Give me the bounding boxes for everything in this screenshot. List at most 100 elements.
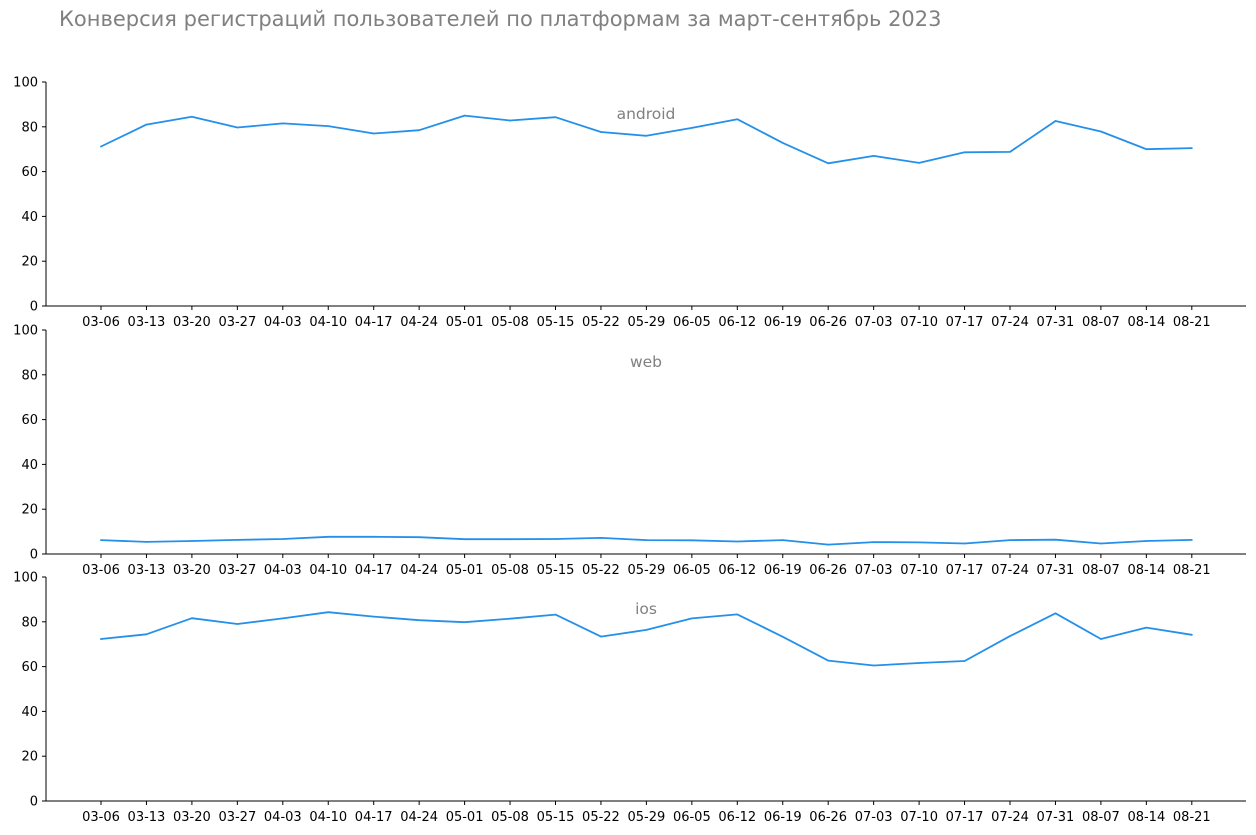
data-point	[509, 538, 511, 541]
x-tick-label: 04-03	[264, 810, 302, 825]
x-tick-label: 05-22	[582, 315, 620, 330]
data-point	[372, 535, 375, 538]
data-point	[1009, 635, 1011, 637]
x-tick-label: 08-07	[1082, 810, 1120, 825]
x-tick-label: 05-15	[537, 563, 575, 578]
data-point	[236, 623, 239, 625]
data-point	[645, 539, 648, 541]
chart-title: Конверсия регистраций пользователей по п…	[59, 7, 942, 31]
x-tick-label: 07-10	[900, 315, 938, 330]
x-tick-label: 03-06	[82, 810, 120, 825]
data-point	[736, 613, 739, 616]
x-tick-label: 08-07	[1082, 563, 1120, 578]
data-point	[191, 617, 193, 620]
data-point	[1100, 542, 1102, 545]
x-tick-label: 05-08	[491, 315, 529, 330]
data-point	[327, 535, 330, 538]
y-tick-label: 100	[13, 571, 38, 586]
data-point	[191, 115, 193, 118]
x-tick-label: 04-17	[355, 563, 393, 578]
x-tick-label: 03-20	[173, 810, 211, 825]
data-point	[781, 142, 784, 144]
panel-title-ios: ios	[635, 600, 657, 618]
data-point	[463, 538, 466, 541]
x-tick-label: 03-13	[128, 315, 166, 330]
data-point	[236, 539, 239, 541]
x-tick-label: 04-10	[309, 315, 347, 330]
x-tick-label: 08-21	[1173, 563, 1211, 578]
y-tick-label: 0	[30, 300, 38, 315]
x-tick-label: 03-20	[173, 315, 211, 330]
x-tick-label: 05-01	[446, 810, 484, 825]
data-point	[327, 611, 330, 613]
y-tick-label: 80	[21, 615, 38, 630]
data-point	[145, 541, 148, 543]
data-point	[372, 615, 375, 618]
x-tick-label: 03-20	[173, 563, 211, 578]
data-point	[1054, 538, 1057, 541]
x-tick-label: 07-10	[900, 810, 938, 825]
y-tick-label: 100	[13, 324, 38, 339]
y-tick-label: 80	[21, 368, 38, 383]
data-point	[191, 540, 193, 542]
y-tick-label: 0	[30, 795, 38, 810]
y-tick-label: 60	[21, 165, 38, 180]
y-tick-label: 100	[13, 76, 38, 91]
x-tick-label: 05-22	[582, 563, 620, 578]
data-point	[827, 162, 829, 165]
x-tick-label: 04-24	[400, 563, 438, 578]
data-point	[509, 617, 511, 620]
x-tick-label: 04-17	[355, 810, 393, 825]
data-point	[736, 540, 739, 543]
data-point	[1009, 151, 1011, 153]
x-tick-label: 03-27	[218, 315, 256, 330]
data-point	[282, 122, 284, 125]
data-point	[736, 118, 739, 120]
data-point	[1191, 539, 1193, 541]
data-point	[600, 635, 602, 638]
y-tick-label: 40	[21, 458, 38, 473]
data-point	[1145, 148, 1148, 150]
x-tick-label: 07-10	[900, 563, 938, 578]
x-tick-label: 07-31	[1037, 315, 1075, 330]
data-point	[918, 541, 920, 544]
x-tick-label: 04-10	[309, 563, 347, 578]
data-point	[100, 539, 102, 541]
data-point	[282, 538, 284, 540]
x-tick-label: 08-07	[1082, 315, 1120, 330]
data-point	[1100, 130, 1102, 133]
x-tick-label: 03-13	[128, 563, 166, 578]
x-tick-label: 07-24	[991, 563, 1029, 578]
x-tick-label: 04-24	[400, 810, 438, 825]
data-point	[418, 619, 420, 622]
x-tick-label: 07-24	[991, 810, 1029, 825]
x-tick-label: 07-31	[1037, 563, 1075, 578]
x-tick-label: 06-19	[764, 810, 802, 825]
y-tick-label: 60	[21, 413, 38, 428]
y-tick-label: 20	[21, 750, 38, 765]
data-point	[918, 662, 920, 664]
data-point	[691, 539, 693, 542]
x-tick-label: 08-14	[1127, 810, 1165, 825]
data-point	[554, 538, 557, 540]
y-tick-label: 20	[21, 255, 38, 270]
x-tick-label: 03-27	[218, 563, 256, 578]
x-tick-label: 06-26	[809, 810, 847, 825]
x-tick-label: 06-19	[764, 315, 802, 330]
data-point	[327, 125, 330, 127]
x-tick-label: 04-03	[264, 563, 302, 578]
data-point	[1054, 120, 1057, 122]
data-point	[554, 613, 557, 616]
y-tick-label: 60	[21, 660, 38, 675]
data-point	[963, 542, 966, 545]
x-tick-label: 07-24	[991, 315, 1029, 330]
data-point	[100, 145, 102, 148]
data-point	[691, 127, 693, 129]
data-point	[372, 132, 375, 135]
x-tick-label: 04-10	[309, 810, 347, 825]
data-point	[236, 126, 239, 129]
data-point	[781, 539, 784, 541]
data-point	[1191, 147, 1193, 149]
data-point	[100, 638, 102, 640]
x-tick-label: 04-24	[400, 315, 438, 330]
